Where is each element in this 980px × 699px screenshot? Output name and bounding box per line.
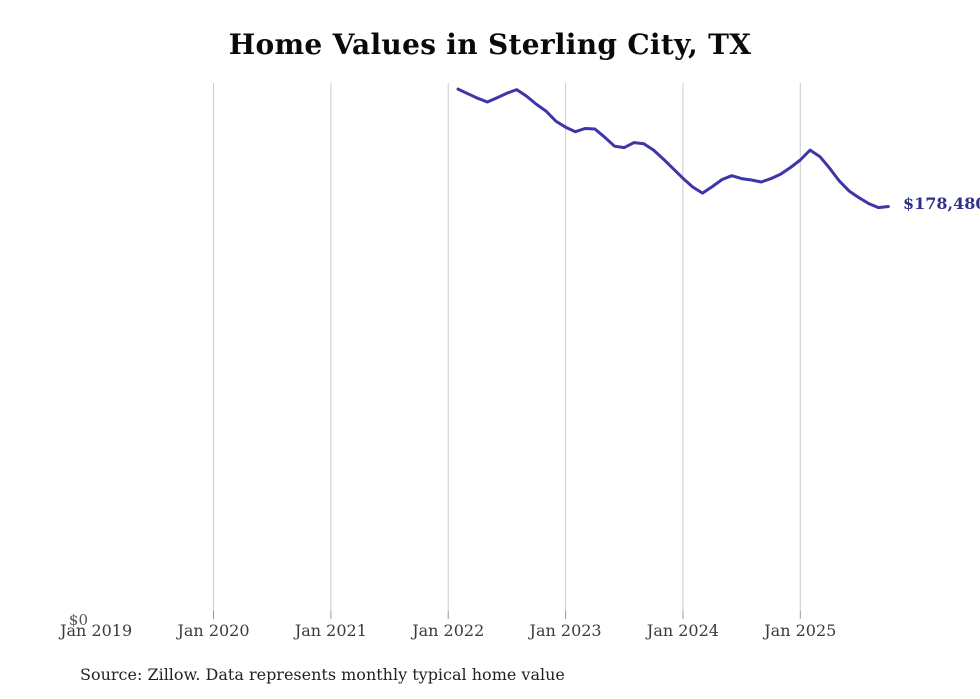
x-tick-label: Jan 2020: [177, 621, 250, 640]
x-tick-label: Jan 2021: [294, 621, 367, 640]
x-tick-label: Jan 2025: [764, 621, 837, 640]
x-tick-label: Jan 2023: [529, 621, 602, 640]
source-note: Source: Zillow. Data represents monthly …: [80, 665, 565, 684]
home-value-line: [456, 87, 890, 210]
current-value-label: $178,480: [903, 194, 980, 213]
x-tick-label: Jan 2024: [646, 621, 719, 640]
x-tick-label: Jan 2022: [412, 621, 485, 640]
chart-title: Home Values in Sterling City, TX: [228, 28, 752, 61]
y-zero-tick-label: $0: [68, 611, 88, 629]
x-tick-label: Jan 2019: [60, 621, 133, 640]
